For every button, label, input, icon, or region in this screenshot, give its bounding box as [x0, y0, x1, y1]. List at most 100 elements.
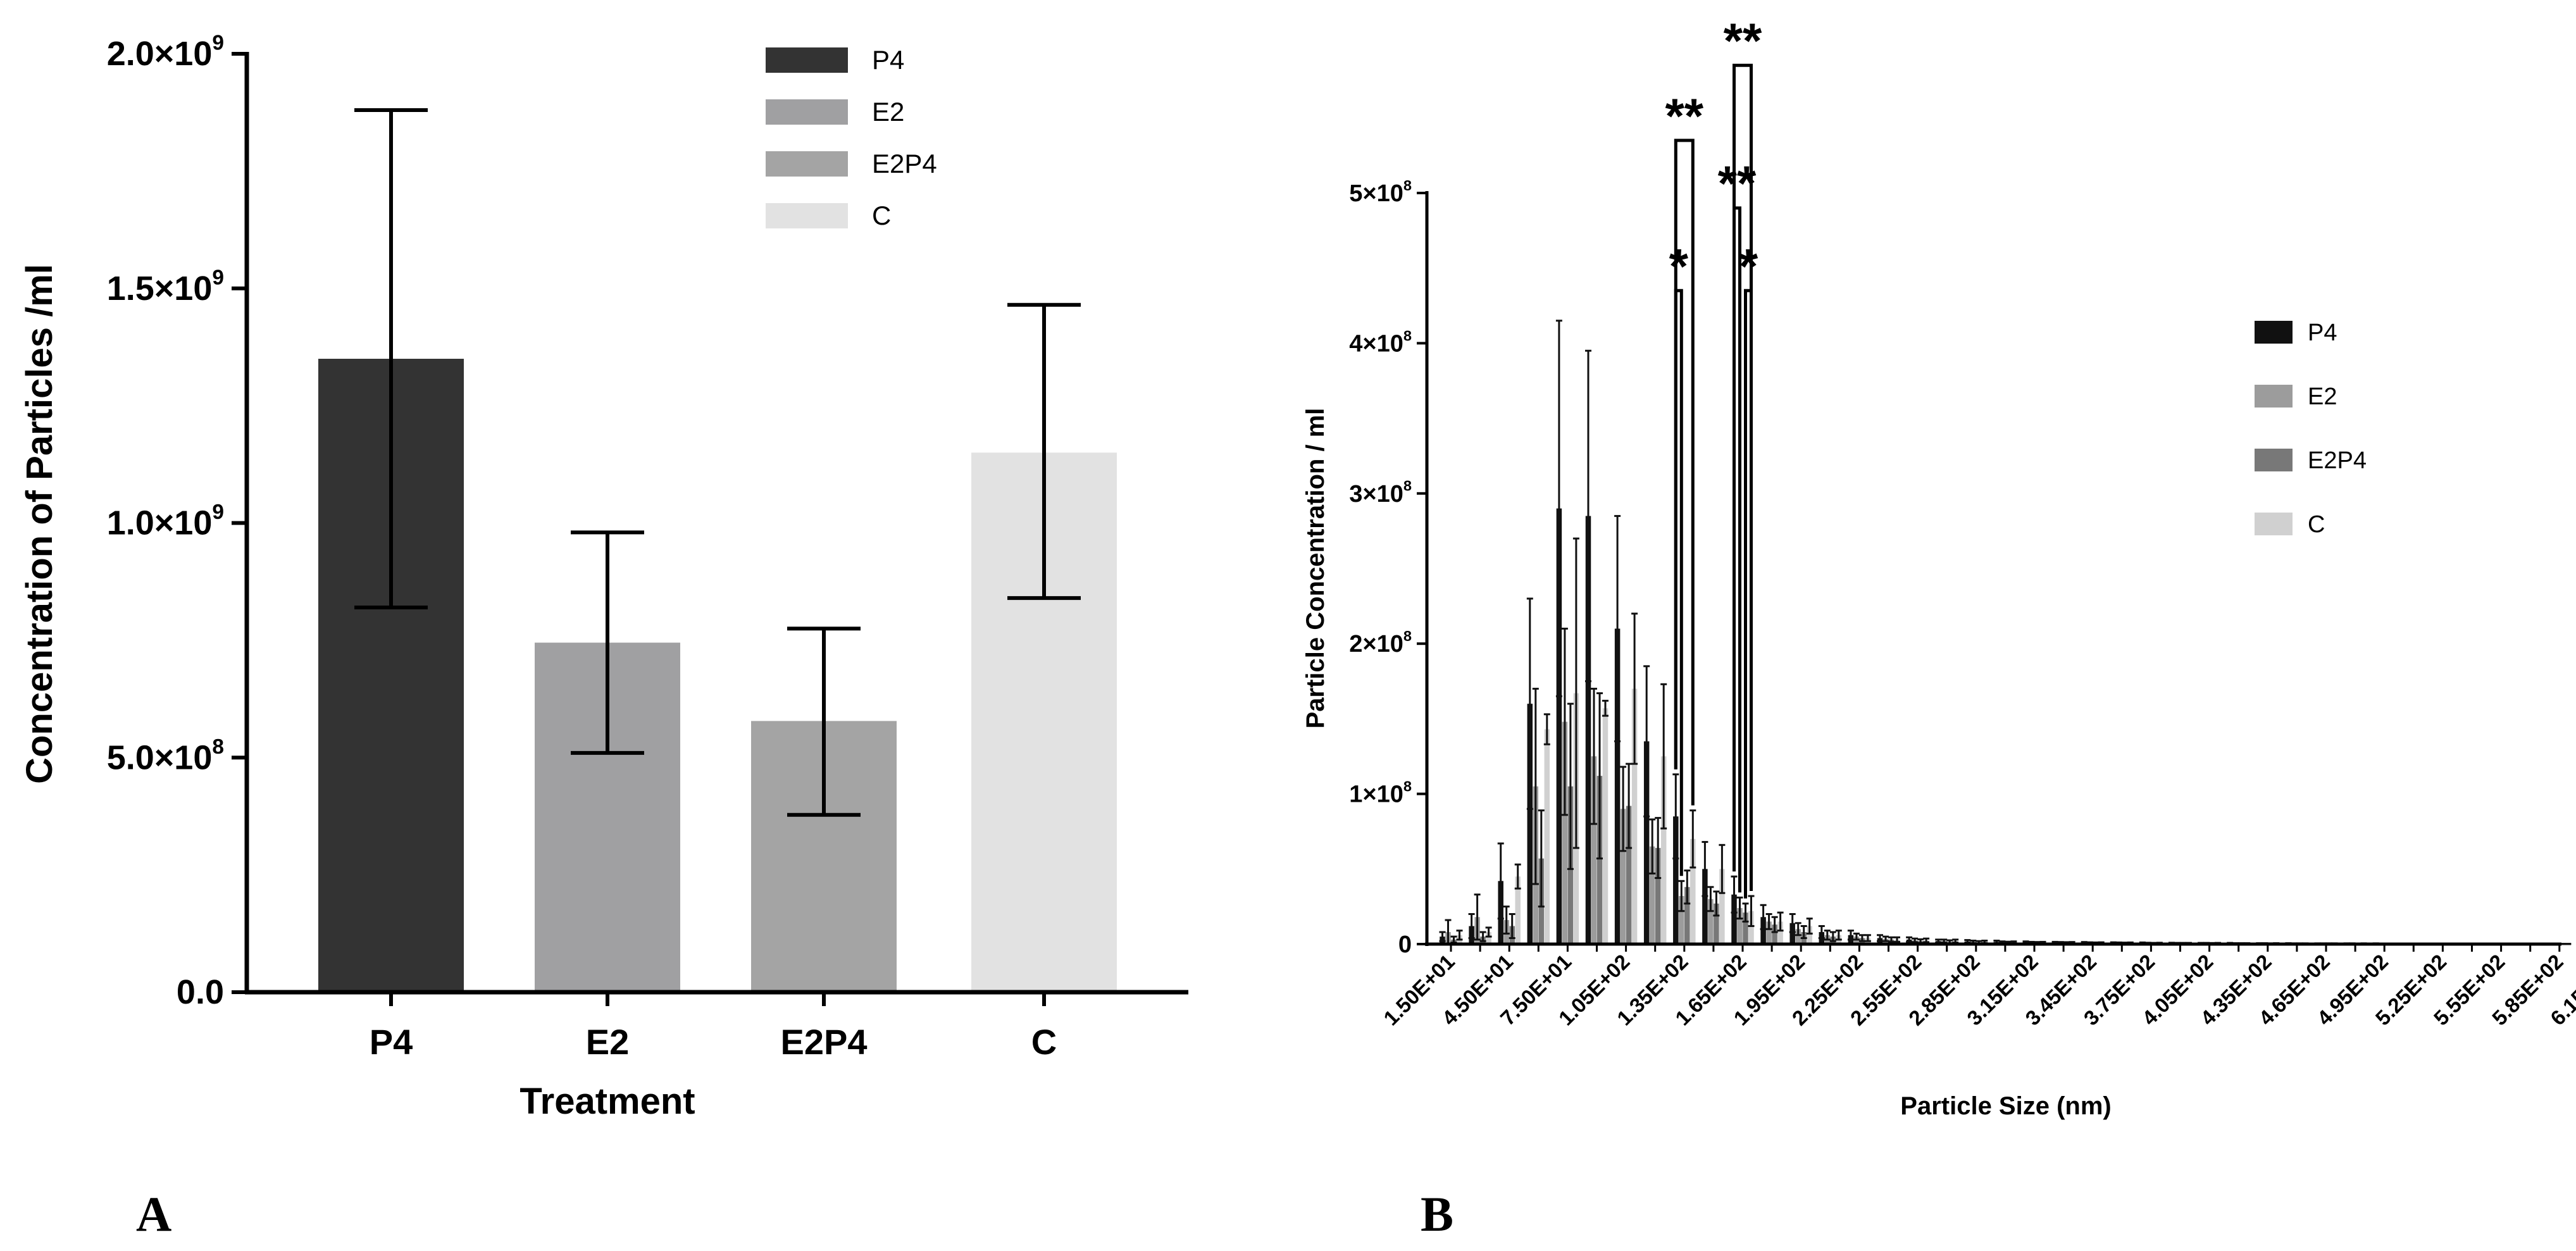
legend-swatch: [2255, 513, 2293, 535]
significance-bracket: [1744, 289, 1753, 899]
bar-e2: [1591, 756, 1597, 944]
y-tick-label-base: ×10: [1362, 330, 1403, 357]
y-tick-label-mantissa: 1.0: [107, 504, 154, 542]
legend-swatch: [766, 47, 848, 73]
bar-c: [1515, 876, 1521, 944]
y-tick-label-exponent: 8: [1403, 628, 1412, 644]
bar-c: [1602, 708, 1608, 944]
legend-swatch: [2255, 449, 2293, 471]
y-tick-label-exponent: 8: [1403, 327, 1412, 344]
x-axis-title: Treatment: [520, 1081, 695, 1122]
legend-label: E2P4: [872, 149, 937, 178]
bar-e2p4: [1626, 806, 1632, 944]
y-tick-label: 5×108: [1349, 177, 1412, 207]
significance-label: *: [1669, 238, 1689, 294]
y-tick-label-mantissa: 2.0: [107, 35, 154, 73]
x-axis-title: Particle Size (nm): [1900, 1092, 2111, 1120]
bar-c: [1631, 688, 1638, 944]
y-tick-label-base: ×10: [1362, 631, 1403, 657]
y-tick-label-base: ×10: [154, 270, 213, 308]
y-tick-label-exponent: 8: [1403, 177, 1412, 194]
y-tick-label-base: ×10: [1362, 781, 1403, 808]
bar-e2: [1795, 929, 1801, 944]
y-tick-label-mantissa: 5.0: [107, 738, 154, 776]
panel-a-chart: P4 E2 E2P4 C0.05.0×1081.0×1091.5×1092.0×109…: [19, 32, 1188, 1122]
y-tick-label-mantissa: 3: [1349, 481, 1362, 507]
bar-e2p4: [1655, 848, 1661, 944]
legend-label: E2: [872, 97, 904, 127]
x-tick-label: E2: [586, 1022, 630, 1062]
x-tick-label: P4: [370, 1022, 413, 1062]
y-tick-label: 3×108: [1349, 478, 1412, 507]
bar-e2p4: [1714, 903, 1719, 944]
legend-label: P4: [872, 45, 904, 75]
bar-c: [1777, 921, 1783, 944]
bar-c: [1719, 869, 1725, 944]
y-tick-label-exponent: 8: [1403, 778, 1412, 795]
y-tick-label: 5.0×108: [107, 735, 224, 776]
y-tick-label-mantissa: 1: [1349, 781, 1362, 808]
y-tick-label-exponent: 9: [212, 32, 224, 55]
bar-e2p4: [1772, 924, 1777, 944]
legend-swatch: [766, 151, 848, 177]
bar-e2: [1766, 921, 1772, 944]
significance-bracket: [1674, 289, 1683, 876]
y-tick-label-exponent: 8: [212, 735, 224, 759]
y-tick-label: 1.0×109: [107, 501, 224, 542]
y-tick-label-base: ×10: [154, 504, 213, 542]
bar-e2: [1562, 721, 1568, 944]
bar-p4: [1643, 741, 1650, 944]
panel-a-letter: A: [136, 1186, 171, 1242]
bar-c: [1544, 729, 1550, 944]
bar-e2: [1620, 809, 1626, 944]
legend-swatch: [2255, 385, 2293, 408]
y-tick-label: 2.0×109: [107, 32, 224, 73]
y-tick-label: 4×108: [1349, 327, 1412, 357]
y-tick-label-base: ×10: [154, 738, 213, 776]
y-tick-label-base: ×10: [1362, 481, 1403, 507]
y-tick-label-exponent: 8: [1403, 478, 1412, 494]
bar-e2p4: [1596, 776, 1603, 944]
panel-b-chart: 01×1082×1083×1084×1085×1081.50E+014.50E+…: [1302, 13, 2576, 1120]
y-tick-label: 0.0: [177, 973, 224, 1011]
panel-b-letter: B: [1421, 1186, 1453, 1242]
y-axis-title: Particle Concentration / ml: [1302, 408, 1329, 729]
y-tick-label-mantissa: 2: [1349, 631, 1362, 657]
legend-swatch: [2255, 321, 2293, 344]
bar-p4: [1789, 923, 1795, 944]
y-tick-label: 1.5×109: [107, 266, 224, 307]
bar-e2p4: [1684, 887, 1690, 944]
significance-label: **: [1724, 13, 1762, 68]
bar-e2: [1737, 908, 1743, 944]
y-tick-label-base: ×10: [1362, 180, 1403, 207]
bar-p4: [1585, 516, 1591, 944]
legend-label: E2P4: [2308, 447, 2367, 474]
significance-label: *: [1739, 238, 1758, 294]
bar-p4: [1556, 508, 1562, 944]
y-tick-label-base: ×10: [154, 35, 213, 73]
x-tick-label: E2P4: [781, 1022, 868, 1062]
bar-p4: [1673, 816, 1679, 944]
y-tick-label: 0: [1398, 931, 1412, 958]
bar-e2: [1679, 896, 1684, 944]
y-tick-label: 1×108: [1349, 778, 1412, 808]
bar-p4: [1760, 917, 1766, 944]
x-tick-label: C: [1031, 1022, 1057, 1062]
legend-label: C: [872, 201, 891, 230]
legend-label: C: [2308, 511, 2325, 538]
significance-label: **: [1665, 88, 1703, 144]
bar-c: [1486, 932, 1491, 944]
y-tick-label-mantissa: 1.5: [107, 270, 154, 308]
y-tick-label: 2×108: [1349, 628, 1412, 657]
bar-c: [1748, 911, 1754, 944]
legend-label: E2: [2308, 383, 2337, 410]
bar-e2p4: [1743, 912, 1748, 944]
bar-p4: [1614, 628, 1621, 944]
y-tick-label-exponent: 9: [212, 501, 224, 524]
bar-c: [1660, 756, 1667, 944]
y-tick-label-exponent: 9: [212, 266, 224, 289]
legend-swatch: [766, 203, 848, 228]
bar-p4: [1702, 869, 1708, 944]
bar-c: [1807, 926, 1812, 944]
